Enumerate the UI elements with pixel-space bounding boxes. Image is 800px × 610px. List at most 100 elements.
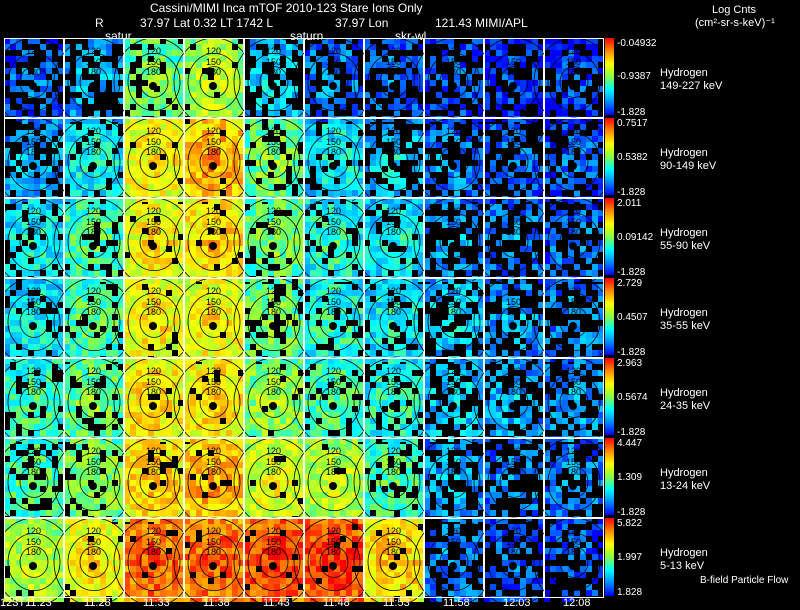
saturn-marker bbox=[29, 402, 37, 410]
heatmap-cell bbox=[154, 338, 160, 344]
heatmap-cell bbox=[244, 222, 250, 228]
heatmap-cell bbox=[376, 258, 382, 264]
heatmap-cell bbox=[598, 136, 604, 142]
heatmap-cell bbox=[580, 104, 586, 110]
saturn-marker bbox=[569, 162, 577, 170]
heatmap-cell bbox=[28, 338, 34, 344]
heatmap-cell bbox=[538, 290, 544, 296]
heatmap-cell bbox=[88, 210, 94, 216]
heatmap-cell bbox=[202, 44, 208, 50]
heatmap-cell bbox=[124, 376, 130, 382]
panel-border bbox=[244, 198, 304, 278]
heatmap-cell bbox=[172, 216, 178, 222]
heatmap-cell bbox=[238, 198, 244, 204]
heatmap-cell bbox=[226, 290, 232, 296]
heatmap-cell bbox=[226, 246, 232, 252]
heatmap-cell bbox=[274, 308, 280, 314]
heatmap-cell bbox=[136, 154, 142, 160]
heatmap-cell bbox=[154, 246, 160, 252]
heatmap-cell bbox=[598, 210, 604, 216]
heatmap-cell bbox=[358, 252, 364, 258]
heatmap-cell bbox=[160, 296, 166, 302]
heatmap-cell bbox=[472, 264, 478, 270]
heatmap-cell bbox=[148, 68, 154, 74]
heatmap-cell bbox=[76, 222, 82, 228]
heatmap-cell bbox=[124, 62, 130, 68]
panel-border bbox=[64, 358, 124, 438]
heatmap-cell bbox=[34, 264, 40, 270]
heatmap-cell bbox=[490, 350, 496, 356]
panel-border bbox=[64, 38, 124, 118]
heatmap-cell bbox=[484, 62, 490, 68]
heatmap-cell bbox=[40, 240, 46, 246]
heatmap-cell bbox=[250, 74, 256, 80]
heatmap-cell bbox=[10, 240, 16, 246]
heatmap-cell bbox=[88, 376, 94, 382]
saturn-marker bbox=[269, 242, 277, 250]
heatmap-cell bbox=[70, 204, 76, 210]
heatmap-cell bbox=[148, 228, 154, 234]
heatmap-cell bbox=[52, 98, 58, 104]
heatmap-cell bbox=[550, 228, 556, 234]
heatmap-cell bbox=[208, 264, 214, 270]
heatmap-cell bbox=[484, 210, 490, 216]
heatmap-cell bbox=[406, 228, 412, 234]
heatmap-cell bbox=[124, 258, 130, 264]
heatmap-cell bbox=[202, 388, 208, 394]
heatmap-cell bbox=[238, 376, 244, 382]
heatmap-cell bbox=[148, 62, 154, 68]
heatmap-cell bbox=[226, 424, 232, 430]
heatmap-cell bbox=[508, 198, 514, 204]
heatmap-cell bbox=[88, 98, 94, 104]
heatmap-cell bbox=[352, 350, 358, 356]
heatmap-cell bbox=[22, 376, 28, 382]
heatmap-cell bbox=[358, 258, 364, 264]
heatmap-cell bbox=[376, 270, 382, 276]
heatmap-cell bbox=[292, 118, 298, 124]
heatmap-cell bbox=[250, 80, 256, 86]
heatmap-cell bbox=[106, 400, 112, 406]
contour-line bbox=[439, 306, 469, 338]
heatmap-cell bbox=[178, 228, 184, 234]
heatmap-cell bbox=[388, 284, 394, 290]
heatmap-cell bbox=[184, 320, 190, 326]
heatmap-cell bbox=[238, 240, 244, 246]
heatmap-cell bbox=[412, 290, 418, 296]
heatmap-cell bbox=[250, 210, 256, 216]
heatmap-cell bbox=[100, 394, 106, 400]
heatmap-cell bbox=[142, 118, 148, 124]
heatmap-cell bbox=[346, 240, 352, 246]
heatmap-cell bbox=[478, 350, 484, 356]
heatmap-cell bbox=[406, 240, 412, 246]
contour-label: 180 bbox=[326, 227, 341, 237]
heatmap-cell bbox=[232, 358, 238, 364]
contour-line bbox=[67, 292, 121, 351]
heatmap-cell bbox=[550, 160, 556, 166]
heatmap-cell bbox=[316, 166, 322, 172]
heatmap-cell bbox=[514, 80, 520, 86]
heatmap-cell bbox=[118, 246, 124, 252]
heatmap-cell bbox=[154, 278, 160, 284]
heatmap-cell bbox=[382, 290, 388, 296]
heatmap-cell bbox=[238, 364, 244, 370]
contour-label: 180 bbox=[206, 387, 221, 397]
heatmap-cell bbox=[580, 38, 586, 44]
heatmap-cell bbox=[394, 290, 400, 296]
heatmap-cell bbox=[382, 258, 388, 264]
heatmap-cell bbox=[70, 338, 76, 344]
contour-label: 150 bbox=[266, 137, 281, 147]
heatmap-cell bbox=[178, 240, 184, 246]
heatmap-cell bbox=[340, 216, 346, 222]
heatmap-cell bbox=[154, 198, 160, 204]
heatmap-cell bbox=[352, 246, 358, 252]
heatmap-cell bbox=[4, 190, 10, 196]
heatmap-cell bbox=[538, 166, 544, 172]
heatmap-cell bbox=[286, 252, 292, 258]
heatmap-cell bbox=[442, 74, 448, 80]
heatmap-cell bbox=[10, 216, 16, 222]
heatmap-cell bbox=[28, 178, 34, 184]
heatmap-cell bbox=[166, 104, 172, 110]
heatmap-cell bbox=[520, 314, 526, 320]
heatmap-cell bbox=[94, 198, 100, 204]
